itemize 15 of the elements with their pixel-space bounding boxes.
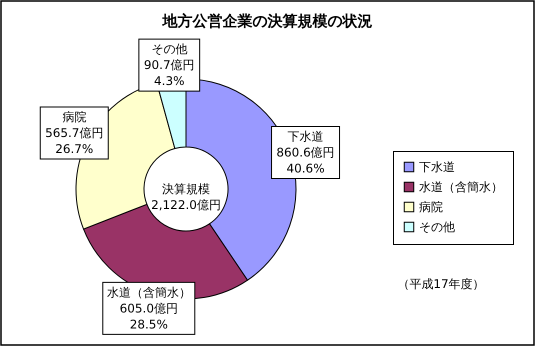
chart-title: 地方公営企業の決算規模の状況 xyxy=(162,12,372,30)
legend-label: 水道（含簡水） xyxy=(419,180,503,194)
data-label: 605.0億円 28.5% xyxy=(120,301,178,332)
legend-label: その他 xyxy=(419,220,455,234)
slice-label: その他 xyxy=(151,42,188,56)
text: 決算規模 2,122.0億円 xyxy=(151,182,221,212)
data-label: 860.6億円 40.6% xyxy=(276,145,335,176)
data-label: 90.7億円 4.3% xyxy=(144,58,195,88)
data-label: 565.7億円 26.7% xyxy=(45,126,104,156)
text: （平成17年度） xyxy=(397,277,485,291)
slice-label: 水道（含簡水） xyxy=(106,285,191,300)
legend-label: 下水道 xyxy=(419,160,455,174)
slice-label: 下水道 xyxy=(288,129,324,144)
slice-label: 病院 xyxy=(62,110,86,124)
legend-label: 病院 xyxy=(419,200,443,214)
